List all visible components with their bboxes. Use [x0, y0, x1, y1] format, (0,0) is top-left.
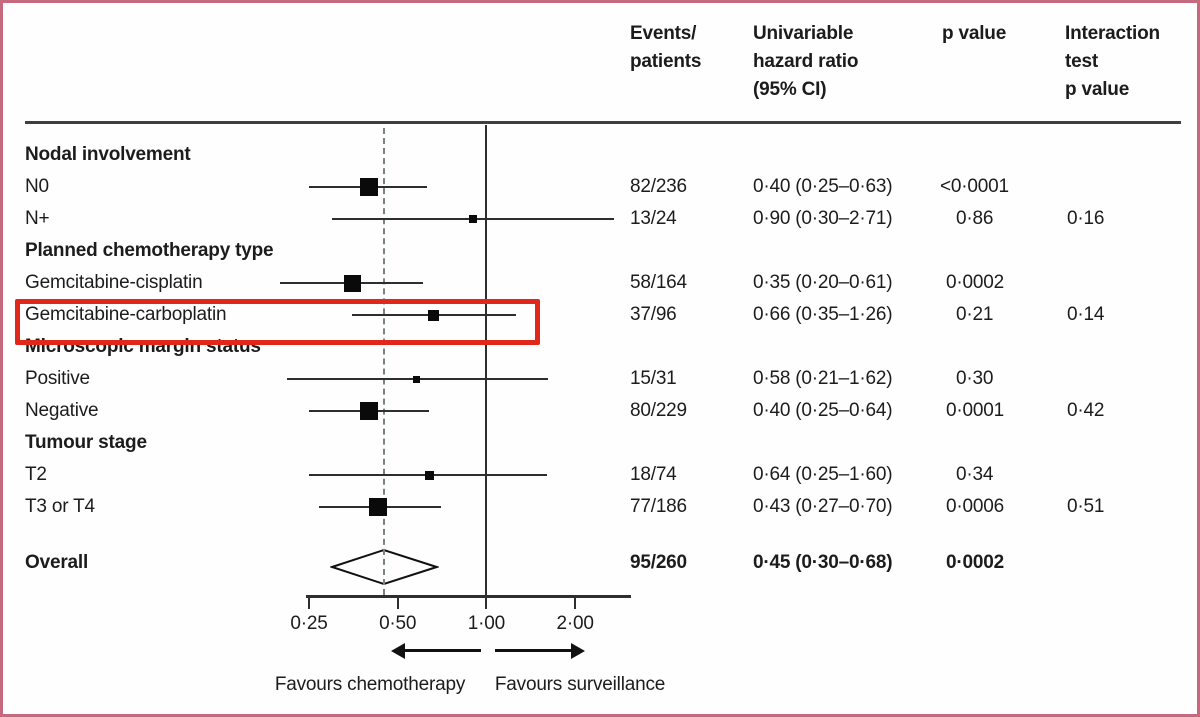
interaction-pvalue-cell: 0·14	[1067, 304, 1105, 325]
row-label: Gemcitabine-carboplatin	[25, 304, 227, 325]
highlight-box	[15, 299, 540, 345]
row-label: T2	[25, 464, 47, 485]
header-events-line2: patients	[630, 51, 702, 72]
pvalue-cell: 0·0002	[946, 272, 1004, 293]
row-label: Negative	[25, 400, 99, 421]
left-arrow-icon	[391, 643, 405, 659]
hr-cell: 0·64 (0·25–1·60)	[753, 464, 893, 485]
overall-events-cell: 95/260	[630, 552, 687, 573]
events-cell: 15/31	[630, 368, 677, 389]
right-arrow-shaft	[495, 649, 575, 652]
hr-cell: 0·43 (0·27–0·70)	[753, 496, 893, 517]
overall-pvalue-cell: 0·0002	[946, 552, 1004, 573]
x-axis-tick	[308, 597, 310, 609]
interaction-pvalue-cell: 0·51	[1067, 496, 1105, 517]
group-header: Tumour stage	[25, 432, 147, 453]
point-estimate-square	[424, 470, 434, 480]
point-estimate-square	[369, 498, 388, 516]
pvalue-cell: 0·21	[956, 304, 994, 325]
pvalue-cell: <0·0001	[940, 176, 1009, 197]
x-axis-tick	[574, 597, 577, 609]
events-cell: 82/236	[630, 176, 687, 197]
x-axis-tick	[485, 597, 488, 609]
x-axis-tick-label: 0·25	[290, 613, 328, 634]
pvalue-cell: 0·30	[956, 368, 994, 389]
header-events-line1: Events/	[630, 23, 697, 44]
interaction-pvalue-cell: 0·42	[1067, 400, 1105, 421]
point-estimate-square	[413, 375, 421, 383]
x-axis-tick-label: 0·50	[379, 613, 417, 634]
right-arrow-icon	[571, 643, 585, 659]
pvalue-cell: 0·0001	[946, 400, 1004, 421]
events-cell: 37/96	[630, 304, 677, 325]
point-estimate-square	[360, 178, 379, 196]
favours-right-label: Favours surveillance	[494, 674, 666, 695]
header-hr-line2: hazard ratio	[753, 51, 859, 72]
favours-left-label: Favours chemotherapy	[274, 674, 466, 695]
overall-label: Overall	[25, 552, 89, 573]
row-label: Positive	[25, 368, 90, 389]
point-estimate-square	[427, 309, 439, 321]
x-axis-tick	[396, 597, 399, 609]
pvalue-cell: 0·86	[956, 208, 994, 229]
header-interaction-line3: p value	[1065, 79, 1130, 100]
header-interaction-line1: Interaction	[1065, 23, 1160, 44]
interaction-pvalue-cell: 0·16	[1067, 208, 1105, 229]
left-arrow-shaft	[401, 649, 481, 652]
hr-cell: 0·40 (0·25–0·64)	[753, 400, 893, 421]
reference-line	[485, 125, 488, 595]
hr-cell: 0·35 (0·20–0·61)	[753, 272, 893, 293]
point-estimate-square	[360, 402, 379, 420]
row-label: N0	[25, 176, 49, 197]
events-cell: 58/164	[630, 272, 687, 293]
row-label: N+	[25, 208, 50, 229]
events-cell: 18/74	[630, 464, 677, 485]
x-axis-line	[306, 595, 631, 598]
group-header: Nodal involvement	[25, 144, 191, 165]
events-cell: 77/186	[630, 496, 687, 517]
point-estimate-square	[468, 215, 477, 223]
events-cell: 13/24	[630, 208, 677, 229]
hr-cell: 0·58 (0·21–1·62)	[753, 368, 893, 389]
header-hr-line3: (95% CI)	[753, 79, 827, 100]
x-axis-tick-label: 1·00	[467, 613, 505, 634]
header-rule	[25, 121, 1181, 124]
overall-dashed-line	[383, 128, 386, 595]
row-label: T3 or T4	[25, 496, 95, 517]
header-pvalue: p value	[942, 23, 1007, 44]
pvalue-cell: 0·34	[956, 464, 994, 485]
hr-cell: 0·90 (0·30–2·71)	[753, 208, 893, 229]
hr-cell: 0·66 (0·35–1·26)	[753, 304, 893, 325]
header-interaction-line2: test	[1065, 51, 1098, 72]
header-hr-line1: Univariable	[753, 23, 854, 44]
overall-hr-cell: 0·45 (0·30–0·68)	[753, 552, 893, 573]
row-label: Gemcitabine-cisplatin	[25, 272, 203, 293]
x-axis-tick-label: 2·00	[556, 613, 594, 634]
pvalue-cell: 0·0006	[946, 496, 1004, 517]
events-cell: 80/229	[630, 400, 687, 421]
group-header: Planned chemotherapy type	[25, 240, 274, 261]
hr-cell: 0·40 (0·25–0·63)	[753, 176, 893, 197]
point-estimate-square	[343, 274, 361, 292]
